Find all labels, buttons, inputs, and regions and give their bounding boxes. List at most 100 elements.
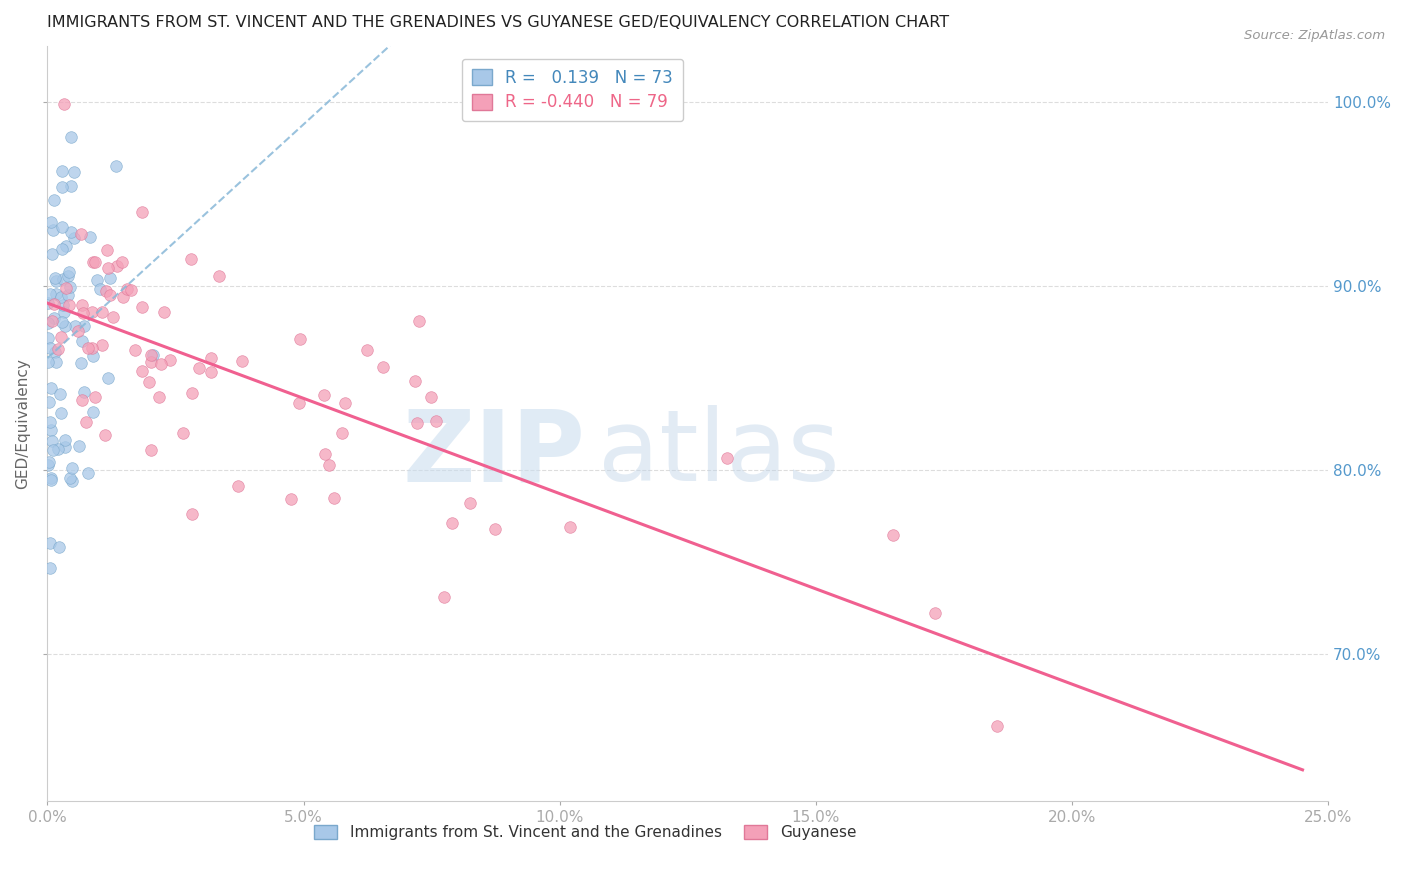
Point bbox=[80, 304, 103, 318]
Point bbox=[72, 306, 94, 320]
Point bbox=[41, 434, 63, 448]
Point bbox=[55, 239, 77, 253]
Point bbox=[70, 356, 93, 370]
Point bbox=[39, 286, 62, 301]
Point bbox=[45, 354, 67, 368]
Point bbox=[94, 428, 117, 442]
Point bbox=[280, 491, 302, 506]
Point bbox=[51, 163, 73, 178]
Point bbox=[44, 271, 66, 285]
Point bbox=[45, 286, 67, 301]
Point bbox=[44, 344, 66, 359]
Point bbox=[100, 287, 122, 301]
Point bbox=[53, 319, 76, 334]
Point bbox=[37, 296, 59, 310]
Point bbox=[314, 447, 336, 461]
Point bbox=[51, 330, 73, 344]
Point bbox=[51, 315, 73, 329]
Point bbox=[188, 361, 211, 376]
Point bbox=[323, 491, 346, 505]
Point bbox=[77, 341, 100, 355]
Point bbox=[406, 416, 429, 430]
Point bbox=[408, 314, 430, 328]
Point bbox=[107, 259, 129, 273]
Point bbox=[41, 423, 63, 437]
Point bbox=[39, 215, 62, 229]
Point bbox=[458, 496, 481, 510]
Point bbox=[67, 324, 90, 338]
Point bbox=[41, 442, 63, 457]
Point bbox=[49, 406, 72, 420]
Point bbox=[433, 590, 456, 604]
Point bbox=[46, 442, 69, 457]
Point bbox=[94, 285, 117, 299]
Point bbox=[39, 470, 62, 484]
Point bbox=[59, 471, 82, 485]
Point bbox=[62, 230, 84, 244]
Point bbox=[77, 466, 100, 480]
Point bbox=[37, 331, 59, 345]
Point bbox=[231, 353, 253, 368]
Point bbox=[73, 384, 96, 399]
Point bbox=[41, 247, 63, 261]
Point bbox=[53, 433, 76, 447]
Point bbox=[75, 415, 97, 429]
Point bbox=[716, 450, 738, 465]
Point bbox=[98, 270, 121, 285]
Point bbox=[404, 374, 426, 388]
Point bbox=[37, 355, 59, 369]
Point bbox=[58, 265, 80, 279]
Text: atlas: atlas bbox=[598, 405, 839, 502]
Point bbox=[882, 528, 904, 542]
Point bbox=[105, 159, 128, 173]
Point bbox=[41, 314, 63, 328]
Point bbox=[131, 204, 153, 219]
Point bbox=[42, 193, 65, 207]
Point bbox=[73, 319, 96, 334]
Point bbox=[55, 281, 77, 295]
Point bbox=[330, 426, 353, 441]
Point bbox=[180, 385, 202, 400]
Point bbox=[60, 226, 83, 240]
Point bbox=[139, 355, 162, 369]
Legend: Immigrants from St. Vincent and the Grenadines, Guyanese: Immigrants from St. Vincent and the Gren… bbox=[308, 819, 862, 846]
Point bbox=[83, 390, 105, 404]
Point bbox=[97, 260, 120, 275]
Point bbox=[180, 507, 202, 521]
Point bbox=[38, 455, 60, 469]
Y-axis label: GED/Equivalency: GED/Equivalency bbox=[15, 359, 30, 489]
Point bbox=[63, 318, 86, 333]
Point bbox=[318, 458, 340, 472]
Point bbox=[70, 334, 93, 348]
Point bbox=[86, 273, 108, 287]
Point bbox=[56, 268, 79, 283]
Point bbox=[200, 351, 222, 365]
Point bbox=[117, 282, 139, 296]
Point bbox=[60, 474, 83, 488]
Point bbox=[558, 520, 581, 534]
Point bbox=[139, 442, 162, 457]
Point bbox=[148, 390, 170, 404]
Point bbox=[48, 540, 70, 554]
Point bbox=[52, 298, 75, 312]
Point bbox=[59, 129, 82, 144]
Point bbox=[101, 310, 124, 324]
Point bbox=[89, 282, 111, 296]
Point bbox=[124, 343, 146, 357]
Point bbox=[60, 461, 83, 475]
Point bbox=[425, 414, 447, 428]
Point bbox=[59, 280, 82, 294]
Point bbox=[45, 274, 67, 288]
Point bbox=[42, 222, 65, 236]
Point bbox=[82, 255, 104, 269]
Point bbox=[138, 375, 160, 389]
Point bbox=[39, 415, 62, 429]
Point bbox=[172, 425, 194, 440]
Point bbox=[60, 179, 83, 194]
Point bbox=[153, 304, 176, 318]
Text: ZIP: ZIP bbox=[402, 405, 585, 502]
Point bbox=[111, 290, 134, 304]
Point bbox=[484, 522, 506, 536]
Text: Source: ZipAtlas.com: Source: ZipAtlas.com bbox=[1244, 29, 1385, 42]
Point bbox=[42, 311, 65, 326]
